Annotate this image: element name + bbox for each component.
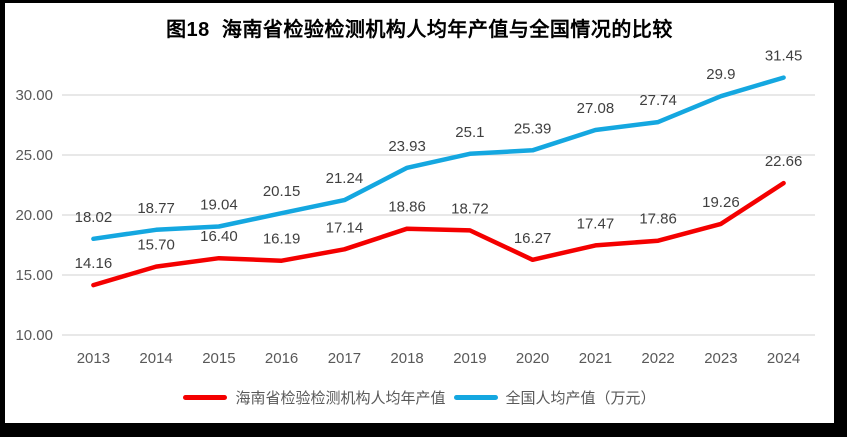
data-point-label-hainan: 18.72 <box>451 200 489 217</box>
data-point-label-hainan: 16.19 <box>263 231 301 248</box>
y-tick-label: 15.00 <box>15 267 53 284</box>
data-point-label-hainan: 17.14 <box>326 219 364 236</box>
legend-label-national: 全国人均产值（万元） <box>505 390 656 407</box>
data-point-label-national: 25.39 <box>514 120 552 137</box>
x-tick-label: 2015 <box>202 350 235 367</box>
x-tick-label: 2016 <box>265 350 298 367</box>
x-tick-label: 2013 <box>77 350 110 367</box>
data-point-label-hainan: 17.86 <box>639 211 677 228</box>
y-tick-label: 25.00 <box>15 147 53 164</box>
x-tick-label: 2024 <box>767 350 800 367</box>
data-point-label-national: 18.77 <box>137 200 175 217</box>
legend-swatch-hainan <box>183 395 228 400</box>
chart-legend: 海南省检验检测机构人均年产值 全国人均产值（万元） <box>5 387 834 408</box>
data-point-label-national: 29.9 <box>706 66 735 83</box>
chart-title: 图18 海南省检验检测机构人均年产值与全国情况的比较 <box>166 19 673 41</box>
data-point-label-hainan: 19.26 <box>702 194 740 211</box>
chart-canvas: 图18 海南省检验检测机构人均年产值与全国情况的比较 10.00 15.00 20.… <box>5 3 834 423</box>
legend-label-hainan: 海南省检验检测机构人均年产值 <box>235 390 446 407</box>
x-tick-label: 2014 <box>139 350 172 367</box>
data-point-label-national: 31.45 <box>765 48 803 65</box>
data-point-label-hainan: 17.47 <box>577 215 615 232</box>
series-line-national <box>91 75 786 242</box>
x-tick-label: 2020 <box>516 350 549 367</box>
x-tick-label: 2023 <box>704 350 737 367</box>
data-point-label-hainan: 14.16 <box>75 255 113 272</box>
y-tick-label: 20.00 <box>15 207 53 224</box>
legend-swatch-national <box>453 395 498 400</box>
data-point-label-national: 27.74 <box>639 92 677 109</box>
data-point-label-national: 18.02 <box>75 209 113 226</box>
data-point-label-national: 23.93 <box>388 138 426 155</box>
x-tick-label: 2022 <box>641 350 674 367</box>
x-tick-label: 2021 <box>579 350 612 367</box>
data-point-label-hainan: 22.66 <box>765 153 803 170</box>
data-point-label-national: 25.1 <box>455 124 484 141</box>
data-point-label-national: 21.24 <box>326 170 364 187</box>
data-point-label-hainan: 18.86 <box>388 199 426 216</box>
data-point-label-hainan: 15.70 <box>137 237 175 254</box>
line-chart: 10.00 15.00 20.00 25.00 30.00 2013 2014 2015 201… <box>15 48 815 367</box>
x-tick-label: 2018 <box>390 350 423 367</box>
series-line-hainan <box>91 180 786 288</box>
data-point-label-national: 27.08 <box>577 100 615 117</box>
y-tick-label: 30.00 <box>15 87 53 104</box>
data-point-label-hainan: 16.27 <box>514 230 552 247</box>
x-tick-label: 2019 <box>453 350 486 367</box>
data-point-label-hainan: 16.40 <box>200 228 238 245</box>
x-tick-label: 2017 <box>328 350 361 367</box>
y-tick-label: 10.00 <box>15 327 53 344</box>
data-point-label-national: 20.15 <box>263 183 301 200</box>
data-point-label-national: 19.04 <box>200 197 238 214</box>
